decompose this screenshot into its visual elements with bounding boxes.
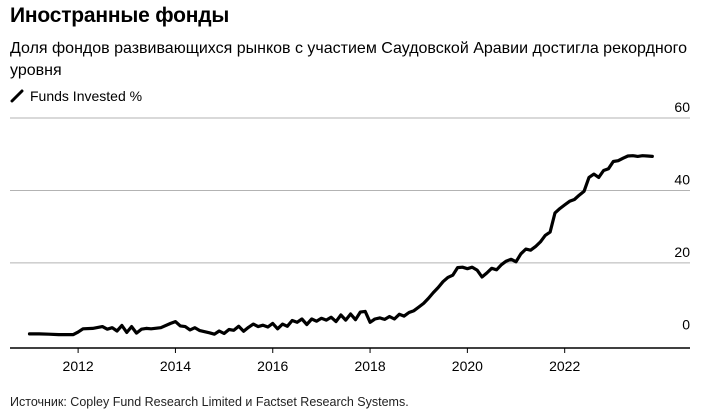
y-tick-label-20: 20 bbox=[674, 244, 690, 260]
series-line-0 bbox=[27, 154, 654, 337]
source-note: Источник: Copley Fund Research Limited и… bbox=[10, 395, 409, 409]
chart-legend: Funds Invested % bbox=[10, 88, 142, 104]
series bbox=[27, 154, 654, 337]
x-tick-label-2020: 2020 bbox=[452, 358, 483, 374]
y-tick-label-40: 40 bbox=[674, 171, 690, 187]
x-tick-label-2022: 2022 bbox=[549, 358, 580, 374]
x-tick-label-2014: 2014 bbox=[160, 358, 191, 374]
y-tick-labels: 0 20 40 60 bbox=[674, 99, 690, 332]
grid-lines bbox=[10, 117, 690, 264]
x-tick-label-2012: 2012 bbox=[63, 358, 94, 374]
x-tick-labels: 2012 2014 2016 2018 2020 2022 bbox=[63, 348, 580, 374]
y-tick-label-60: 60 bbox=[674, 99, 690, 115]
chart-title: Иностранные фонды bbox=[10, 4, 230, 27]
x-tick-label-2016: 2016 bbox=[257, 358, 288, 374]
diagonal-line-icon bbox=[10, 89, 24, 103]
chart-subtitle: Доля фондов развивающихся рынков с участ… bbox=[10, 40, 688, 79]
legend-label: Funds Invested % bbox=[30, 88, 143, 104]
y-tick-label-0: 0 bbox=[682, 316, 690, 332]
x-tick-label-2018: 2018 bbox=[354, 358, 385, 374]
